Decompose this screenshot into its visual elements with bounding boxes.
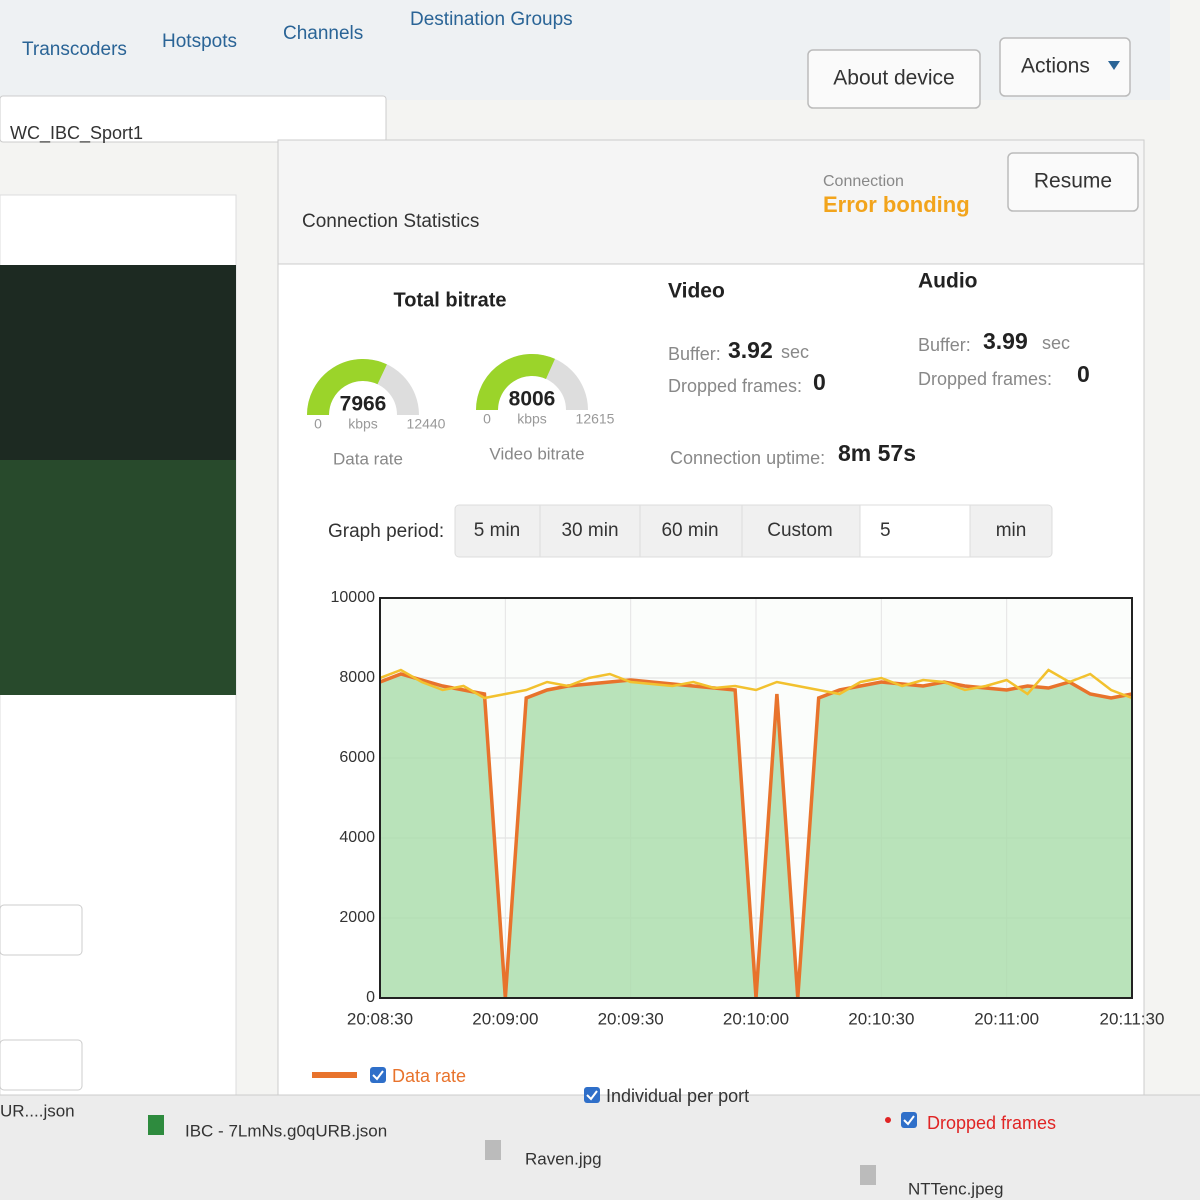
legend-label: Individual per port [606,1086,749,1106]
period-unit: min [996,520,1027,541]
y-tick-label: 4000 [339,829,375,846]
area [380,674,1132,998]
status-label: Connection [823,173,904,190]
gauge-value-label: 8006 [509,388,556,411]
video-title: Video [668,280,725,303]
about-button[interactable] [807,49,981,109]
x-tick-label: 20:08:30 [347,1009,413,1028]
gauge-max: 12440 [407,416,446,432]
download-item[interactable]: UR....json [0,1101,75,1120]
y-tick-label: 8000 [339,669,375,686]
gauge-value [307,359,387,416]
download-item[interactable]: IBC - 7LmNs.g0qURB.json [185,1121,387,1140]
x-tick-label: 20:11:30 [1100,1009,1165,1028]
check [372,1070,384,1081]
gauge-label: Data rate [333,449,403,468]
nav-tab[interactable]: Hotspots [162,31,237,52]
download-item[interactable]: Raven.jpg [525,1149,602,1168]
nav-tab[interactable]: Transcoders [22,39,127,60]
gauge-min: 0 [314,416,322,432]
period-option[interactable]: 5 min [474,520,520,541]
video-buffer-label: Buffer: [668,344,721,364]
legend-label: Data rate [392,1066,466,1086]
panel-header [277,139,1145,265]
audio-buffer-unit: sec [1042,333,1070,353]
file-icon [148,1115,164,1135]
resume-button[interactable] [1007,152,1139,212]
gauge-label: Video bitrate [489,444,584,463]
actions-label[interactable]: Actions [1021,55,1090,78]
gauge-value [476,354,555,411]
nav-tab[interactable]: Channels [283,23,363,44]
uptime: 8m 57s [838,440,916,466]
download-item[interactable]: NTTenc.jpeg [908,1179,1003,1198]
panel-title: Connection Statistics [302,211,479,232]
resume-label[interactable]: Resume [1034,170,1112,193]
audio-title: Audio [918,270,977,293]
legend-dot [885,1117,891,1123]
check [903,1115,915,1126]
uptime-label: Connection uptime: [670,448,825,468]
video-pitch [0,460,236,695]
audio-dropped-label: Dropped frames: [918,369,1052,389]
period-label: Graph period: [328,521,444,542]
x-tick-label: 20:10:00 [723,1009,789,1028]
file-icon [860,1165,876,1185]
audio-dropped: 0 [1077,361,1090,387]
gauge-max: 12615 [576,411,615,427]
select[interactable] [0,1039,83,1091]
video-buffer: 3.92 [728,337,773,363]
actions-button[interactable] [999,37,1131,97]
file-icon [485,1140,501,1160]
x-tick-label: 20:09:30 [598,1009,664,1028]
y-tick-label: 6000 [339,749,375,766]
video-dropped: 0 [813,369,826,395]
period-custom-value[interactable]: 5 [880,520,891,541]
gauge-min: 0 [483,411,491,427]
downloads-bar [0,1095,1200,1200]
period-input[interactable] [859,504,971,558]
y-tick-label: 0 [366,989,375,1006]
y-tick-label: 2000 [339,909,375,926]
check [586,1090,598,1101]
line [379,668,1133,700]
audio-buffer: 3.99 [983,328,1028,354]
video-dropped-label: Dropped frames: [668,376,802,396]
checkbox [584,1087,600,1103]
status: Error bonding [823,192,970,217]
checkbox [901,1112,917,1128]
x-tick-label: 20:09:00 [472,1009,538,1028]
plot-frame [379,597,1133,999]
device-name: WC_IBC_Sport1 [10,123,143,144]
video-buffer-unit: sec [781,342,809,362]
caret-icon [1108,61,1120,70]
audio-buffer-label: Buffer: [918,335,971,355]
period-option[interactable]: 30 min [561,520,618,541]
name-input[interactable] [0,95,387,143]
period-option[interactable]: 60 min [661,520,718,541]
select[interactable] [0,904,83,956]
nav-tab[interactable]: Destination Groups [410,9,573,30]
gauge-value-label: 7966 [340,393,387,416]
gauge-unit: kbps [348,416,378,432]
period-option[interactable]: Custom [767,520,832,541]
total-bitrate-title: Total bitrate [394,289,507,311]
x-tick-label: 20:10:30 [848,1009,914,1028]
about-label[interactable]: About device [833,67,954,90]
y-tick-label: 10000 [331,589,376,606]
legend-label: Dropped frames [927,1113,1056,1133]
gauge-unit: kbps [517,411,547,427]
checkbox [370,1067,386,1083]
x-tick-label: 20:11:00 [974,1009,1039,1028]
